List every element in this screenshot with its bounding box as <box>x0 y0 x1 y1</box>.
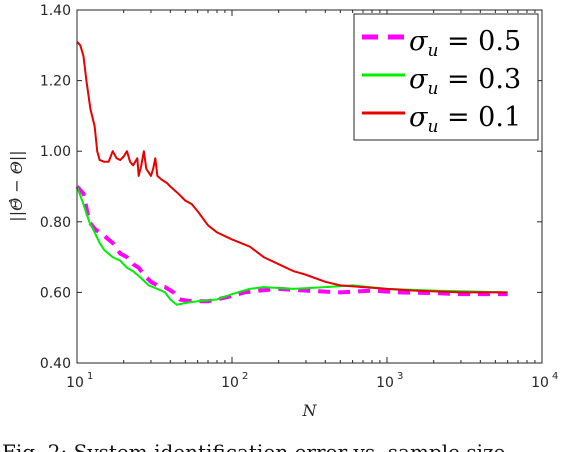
legend: σu = 0.5σu = 0.3σu = 0.1 <box>353 13 539 141</box>
legend-subscript: u <box>427 117 438 137</box>
legend-symbol: σ <box>409 64 429 95</box>
y-tick-label: 1.40 <box>40 3 71 19</box>
legend-symbol: σ <box>409 26 429 57</box>
y-axis-label: ||Θ̂ − Θ|| <box>7 150 26 221</box>
y-tick-label: 1.00 <box>40 144 71 160</box>
y-tick-label: 1.20 <box>40 74 71 90</box>
legend-label-1: σu = 0.5 <box>409 26 521 61</box>
x-tick-label: 10 <box>66 375 84 391</box>
legend-value: = 0.3 <box>438 64 521 95</box>
x-tick-exponent: 1 <box>87 371 93 382</box>
plot-frame <box>76 9 543 364</box>
x-tick-label: 10 <box>376 375 394 391</box>
x-tick-exponent: 4 <box>552 371 558 382</box>
x-tick-exponent: 3 <box>397 371 403 382</box>
legend-value: = 0.1 <box>438 102 521 133</box>
legend-label-2: σu = 0.3 <box>409 64 521 99</box>
y-tick-label: 0.60 <box>40 285 71 301</box>
x-tick-label: 10 <box>531 375 549 391</box>
series-line-2 <box>76 186 508 306</box>
series-layer <box>75 41 508 306</box>
series-line-1 <box>75 185 508 304</box>
legend-symbol: σ <box>409 102 429 133</box>
legend-box <box>353 13 539 141</box>
x-tick-exponent: 2 <box>242 371 248 382</box>
series-line-3 <box>76 41 508 294</box>
legend-subscript: u <box>427 41 438 61</box>
legend-label-3: σu = 0.1 <box>409 102 521 137</box>
figure-caption: Fig. 2: System identification error vs. … <box>2 440 506 452</box>
legend-subscript: u <box>427 79 438 99</box>
x-axis-label: N <box>302 401 318 420</box>
y-tick-label: 0.40 <box>40 356 71 372</box>
x-tick-label: 10 <box>221 375 239 391</box>
y-tick-label: 0.80 <box>40 215 71 231</box>
legend-value: = 0.5 <box>438 26 521 57</box>
